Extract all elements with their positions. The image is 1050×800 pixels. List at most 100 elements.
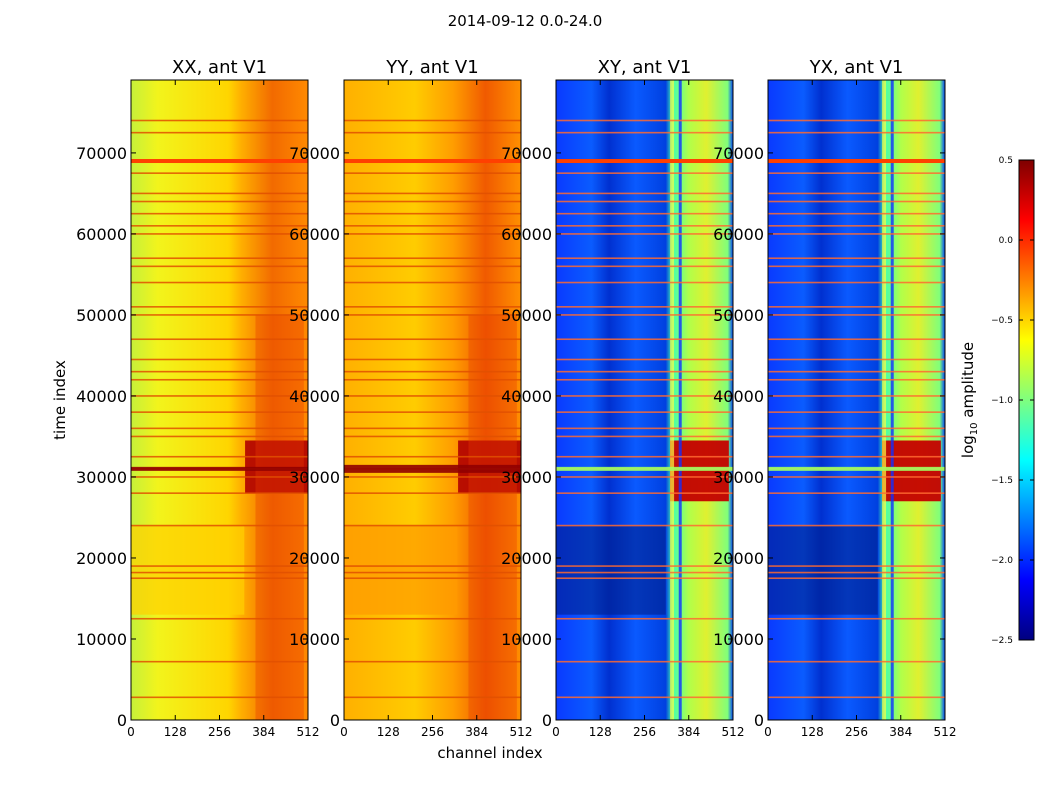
y-tick-label: 20000 xyxy=(289,549,340,568)
x-tick-label: 512 xyxy=(297,725,320,739)
panel-4: YX, ant V1 0 128 256 384 512 0 10000 20000 30000 4… xyxy=(713,57,956,739)
y-tick-label: 40000 xyxy=(76,387,127,406)
flagged-row xyxy=(768,265,945,268)
flagged-row xyxy=(344,427,521,430)
flagged-row xyxy=(344,524,521,527)
y-tick-label: 0 xyxy=(754,711,764,730)
x-tick-label: 256 xyxy=(421,725,444,739)
x-tick-label: 128 xyxy=(801,725,824,739)
flagged-row xyxy=(556,660,733,663)
flagged-row xyxy=(768,306,945,308)
heatmap-band xyxy=(344,525,458,615)
flagged-row xyxy=(131,370,308,373)
flagged-row xyxy=(131,492,308,494)
panel-title: YY, ant V1 xyxy=(385,57,478,78)
flagged-row xyxy=(768,455,945,458)
flagged-row xyxy=(768,131,945,134)
x-tick-label: 0 xyxy=(552,725,560,739)
flagged-row xyxy=(344,565,521,567)
flagged-row xyxy=(768,524,945,527)
flagged-row xyxy=(344,306,521,308)
flagged-row xyxy=(556,131,733,134)
flagged-row xyxy=(556,617,733,620)
y-tick-label: 70000 xyxy=(713,144,764,163)
flagged-row xyxy=(131,476,308,478)
flagged-row-thick xyxy=(131,159,308,164)
flagged-row xyxy=(556,492,733,494)
flagged-row xyxy=(768,172,945,174)
y-tick-label: 40000 xyxy=(501,387,552,406)
heatmap-rfi-region xyxy=(468,314,517,720)
y-tick-label: 10000 xyxy=(713,630,764,649)
y-axis-label: time index xyxy=(51,360,69,440)
flagged-row xyxy=(768,119,945,122)
x-tick-label: 384 xyxy=(465,725,488,739)
y-tick-label: 50000 xyxy=(501,306,552,325)
flagged-row xyxy=(556,378,733,381)
flagged-row xyxy=(556,455,733,458)
flagged-row xyxy=(131,338,308,341)
flagged-row xyxy=(131,660,308,663)
y-tick-label: 50000 xyxy=(713,306,764,325)
panel-2: YY, ant V1 0 128 256 384 512 0 10000 20000 30000 4… xyxy=(289,57,532,739)
heatmap-band xyxy=(768,525,878,615)
flagged-row xyxy=(131,281,308,284)
flagged-row-thick xyxy=(768,159,945,164)
y-tick-label: 30000 xyxy=(501,468,552,487)
flagged-row xyxy=(768,233,945,235)
y-tick-label: 60000 xyxy=(289,225,340,244)
flagged-row xyxy=(768,660,945,663)
flagged-row xyxy=(556,435,733,438)
heatmap-channel-stripe xyxy=(890,80,894,720)
panel-title: XX, ant V1 xyxy=(172,57,267,78)
flagged-row xyxy=(556,119,733,122)
flagged-row xyxy=(768,200,945,203)
y-tick-label: 40000 xyxy=(713,387,764,406)
flagged-row xyxy=(768,225,945,227)
y-tick-label: 60000 xyxy=(76,225,127,244)
flagged-row xyxy=(556,192,733,195)
flagged-row xyxy=(131,696,308,699)
flagged-row xyxy=(556,306,733,308)
colorbar-tick-label: −2.0 xyxy=(991,556,1013,566)
flagged-row xyxy=(768,427,945,430)
flagged-row xyxy=(768,212,945,215)
x-tick-label: 512 xyxy=(934,725,957,739)
x-tick-label: 384 xyxy=(252,725,275,739)
flagged-row xyxy=(556,565,733,567)
flagged-row xyxy=(768,358,945,361)
flagged-row xyxy=(131,192,308,195)
flagged-row-thick xyxy=(131,466,308,471)
heatmap-channel-stripe xyxy=(882,80,887,720)
y-tick-label: 20000 xyxy=(501,549,552,568)
flagged-row xyxy=(768,476,945,478)
y-tick-label: 60000 xyxy=(501,225,552,244)
colorbar-label: log10 amplitude xyxy=(959,342,980,458)
flagged-row-thick xyxy=(768,466,945,471)
x-tick-label: 0 xyxy=(764,725,772,739)
flagged-row xyxy=(131,314,308,316)
flagged-row-thick xyxy=(556,159,733,164)
flagged-row xyxy=(768,281,945,284)
flagged-row xyxy=(344,660,521,663)
flagged-row xyxy=(768,577,945,580)
y-tick-label: 40000 xyxy=(289,387,340,406)
panel-title: YX, ant V1 xyxy=(809,57,904,78)
flagged-row xyxy=(556,577,733,580)
flagged-row xyxy=(556,212,733,215)
flagged-row xyxy=(556,257,733,260)
flagged-row xyxy=(556,411,733,413)
flagged-row xyxy=(344,395,521,397)
y-tick-label: 20000 xyxy=(76,549,127,568)
flagged-row xyxy=(131,411,308,413)
flagged-row xyxy=(556,696,733,699)
flagged-row xyxy=(131,571,308,574)
y-tick-label: 20000 xyxy=(713,549,764,568)
x-tick-label: 256 xyxy=(208,725,231,739)
x-tick-label: 128 xyxy=(589,725,612,739)
flagged-row xyxy=(344,257,521,260)
flagged-row xyxy=(768,565,945,567)
y-tick-label: 50000 xyxy=(76,306,127,325)
flagged-row xyxy=(768,378,945,381)
